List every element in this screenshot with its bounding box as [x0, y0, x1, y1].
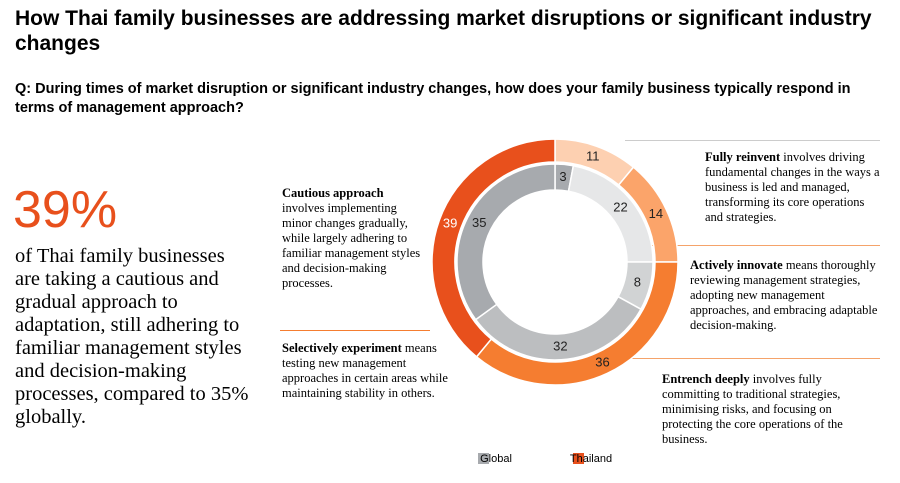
category-description: Selectively experiment means testing new…: [282, 341, 457, 401]
question: Q: During times of market disruption or …: [15, 81, 851, 116]
category-description: Entrench deeply involves fully committin…: [662, 372, 862, 447]
data-label: 36: [595, 354, 609, 369]
description-text: involves implementing minor changes grad…: [282, 201, 421, 290]
legend-swatch: [573, 453, 584, 464]
divider: [625, 140, 880, 141]
highlight-stat: 39%: [13, 181, 118, 239]
category-description: Actively innovate means thoroughly revie…: [690, 258, 880, 333]
data-label: 32: [553, 338, 567, 353]
donut-segment: [456, 163, 556, 321]
legend-label: Global: [480, 453, 512, 465]
category-description: Cautious approach involves implementing …: [282, 186, 422, 291]
category-name: Fully reinvent: [705, 150, 781, 164]
legend-label: Thailand: [570, 453, 612, 465]
divider: [640, 245, 880, 246]
data-label: 3: [559, 169, 566, 184]
category-name: Actively innovate: [690, 258, 783, 272]
legend-swatch: [478, 453, 489, 464]
category-name: Selectively experiment: [282, 341, 402, 355]
description-text: means thoroughly reviewing management st…: [690, 258, 878, 332]
data-label: 22: [613, 199, 627, 214]
category-name: Cautious approach: [282, 186, 384, 200]
data-label: 14: [649, 206, 663, 221]
highlight-text: of Thai family businesses are taking a c…: [15, 245, 249, 428]
description-text: means testing new management approaches …: [282, 341, 448, 400]
divider: [620, 358, 880, 359]
data-label: 39: [443, 216, 457, 231]
title: How Thai family businesses are addressin…: [15, 7, 872, 55]
divider: [280, 330, 430, 331]
donut-segment: [431, 138, 556, 358]
description-text: involves driving fundamental changes in …: [705, 150, 880, 224]
data-label: 11: [586, 149, 600, 164]
data-label: 35: [472, 215, 486, 230]
data-label: 8: [634, 275, 641, 290]
category-name: Entrench deeply: [662, 372, 750, 386]
category-description: Fully reinvent involves driving fundamen…: [705, 150, 880, 225]
description-text: involves fully committing to traditional…: [662, 372, 843, 446]
